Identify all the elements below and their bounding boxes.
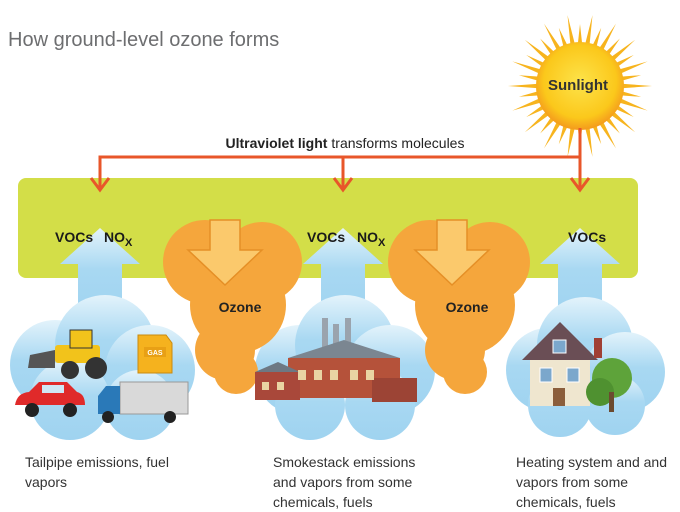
gas-label: GAS <box>147 350 163 357</box>
nox-sub: X <box>125 237 133 249</box>
page: How ground-level ozone forms Sunlight Ul… <box>0 0 680 512</box>
caption: Heating system and and vapors from some … <box>516 452 680 512</box>
vocs-label: VOCs <box>55 229 93 245</box>
caption: Smokestack emissions and vapors from som… <box>273 452 438 512</box>
nox-main: NO <box>104 229 125 245</box>
uv-bold: Ultraviolet light <box>226 135 328 151</box>
sun-label: Sunlight <box>548 77 608 94</box>
vocs-label: VOCs <box>307 229 345 245</box>
caption: Tailpipe emissions, fuel vapors <box>25 452 190 492</box>
ozone-label: Ozone <box>446 299 489 315</box>
sun-ray <box>620 84 652 89</box>
sun-ray <box>508 84 540 89</box>
vocs-label: VOCs <box>568 229 606 245</box>
sun-ray <box>585 15 593 47</box>
sun-ray <box>568 15 576 47</box>
nox-main: NO <box>357 229 378 245</box>
nox-sub: X <box>378 237 386 249</box>
diagram: Sunlight Ultraviolet lighttransforms mol… <box>0 0 680 512</box>
gas-can: GAS <box>138 335 172 373</box>
uv-rest: transforms molecules <box>331 135 464 151</box>
sun-ray <box>585 125 593 157</box>
sun-ray <box>568 125 576 157</box>
ozone-label: Ozone <box>219 299 262 315</box>
